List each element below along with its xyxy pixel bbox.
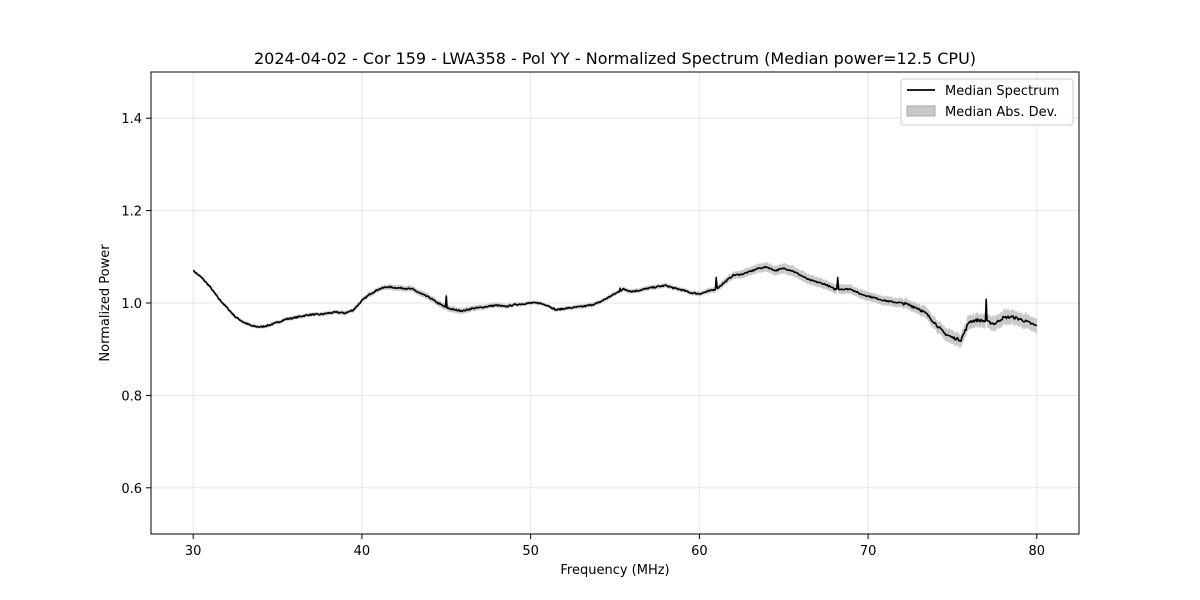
x-axis-label: Frequency (MHz) [560,563,669,578]
x-tick-label: 30 [185,544,202,559]
y-tick-label: 0.8 [121,389,142,404]
legend-frame [900,78,1074,126]
median-spectrum-line [192,265,1038,342]
legend: Median Spectrum Median Abs. Dev. [900,78,1074,126]
y-tick-label: 1.0 [121,297,142,312]
x-tick-label: 80 [1029,544,1046,559]
x-tick-label: 60 [691,544,708,559]
y-axis-label: Normalized Power [98,244,113,362]
y-tick-label: 1.4 [121,112,142,127]
x-tick-label: 50 [522,544,539,559]
legend-entry-median-abs-dev: Median Abs. Dev. [945,105,1057,120]
y-axis-ticks: 0.6 0.8 1.0 1.2 1.4 [121,112,151,497]
x-axis-ticks: 30 40 50 60 70 80 [185,534,1045,559]
legend-band-swatch [906,105,936,117]
x-tick-label: 70 [860,544,877,559]
legend-entry-median-spectrum: Median Spectrum [945,84,1059,99]
x-tick-label: 40 [354,544,371,559]
y-tick-label: 1.2 [121,205,142,220]
median-abs-dev-band [193,261,1037,349]
y-tick-label: 0.6 [121,482,142,497]
chart-title: 2024-04-02 - Cor 159 - LWA358 - Pol YY -… [254,49,976,68]
